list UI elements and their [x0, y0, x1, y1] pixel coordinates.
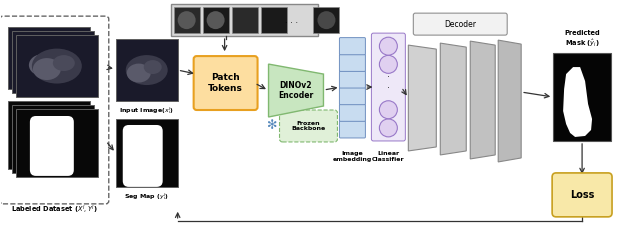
Text: DINOv2
Encoder: DINOv2 Encoder	[278, 81, 314, 100]
FancyBboxPatch shape	[22, 108, 66, 168]
Ellipse shape	[178, 11, 196, 29]
Ellipse shape	[24, 41, 74, 76]
Bar	[8, 101, 90, 169]
Text: . . .: . . .	[285, 16, 298, 25]
Bar	[260, 7, 287, 33]
Text: Frozen
Backbone: Frozen Backbone	[291, 121, 326, 131]
FancyBboxPatch shape	[30, 116, 74, 176]
Bar	[171, 4, 319, 36]
Ellipse shape	[49, 51, 71, 67]
Ellipse shape	[45, 47, 67, 63]
Text: Decoder: Decoder	[444, 20, 476, 29]
Ellipse shape	[207, 11, 225, 29]
Circle shape	[380, 119, 397, 137]
Text: Predicted
Mask ($\hat{y}_i$): Predicted Mask ($\hat{y}_i$)	[564, 30, 600, 49]
Polygon shape	[498, 40, 521, 162]
Ellipse shape	[33, 58, 61, 80]
FancyBboxPatch shape	[339, 38, 365, 55]
Text: Patch
Tokens: Patch Tokens	[208, 73, 243, 93]
Ellipse shape	[29, 54, 57, 76]
Bar	[116, 39, 178, 101]
FancyBboxPatch shape	[552, 173, 612, 217]
Bar	[203, 7, 228, 33]
FancyBboxPatch shape	[339, 121, 365, 138]
FancyBboxPatch shape	[0, 16, 109, 204]
FancyBboxPatch shape	[413, 13, 507, 35]
FancyBboxPatch shape	[339, 104, 365, 121]
Bar	[314, 7, 339, 33]
Ellipse shape	[28, 45, 78, 79]
Bar	[16, 109, 98, 177]
Text: Input Image($x_i^l$): Input Image($x_i^l$)	[119, 105, 174, 116]
Bar	[12, 105, 94, 173]
FancyBboxPatch shape	[280, 110, 337, 142]
Ellipse shape	[53, 55, 75, 71]
FancyBboxPatch shape	[194, 56, 257, 110]
Circle shape	[380, 55, 397, 73]
Text: Image
embedding: Image embedding	[333, 151, 372, 162]
Polygon shape	[440, 43, 467, 155]
Bar	[232, 7, 257, 33]
Ellipse shape	[25, 50, 53, 72]
FancyBboxPatch shape	[339, 71, 365, 88]
Polygon shape	[269, 64, 323, 117]
Text: ✻: ✻	[266, 120, 276, 133]
FancyBboxPatch shape	[26, 112, 70, 172]
FancyBboxPatch shape	[123, 125, 163, 187]
Ellipse shape	[127, 64, 150, 82]
Bar	[8, 27, 90, 89]
Text: Linear
Classifier: Linear Classifier	[372, 151, 404, 162]
Bar	[16, 35, 98, 97]
Bar	[12, 31, 94, 93]
Text: Seg Map ($y_i^l$): Seg Map ($y_i^l$)	[124, 191, 169, 202]
Circle shape	[380, 101, 397, 119]
Polygon shape	[408, 45, 436, 151]
Ellipse shape	[32, 49, 82, 84]
Bar	[116, 119, 178, 187]
Circle shape	[380, 37, 397, 55]
Polygon shape	[470, 41, 495, 159]
Ellipse shape	[125, 55, 168, 85]
Text: Loss: Loss	[570, 190, 595, 200]
Bar	[553, 53, 611, 141]
FancyBboxPatch shape	[339, 87, 365, 105]
Text: Labeled Dataset ($X^l, Y^l$): Labeled Dataset ($X^l, Y^l$)	[10, 204, 97, 216]
Polygon shape	[563, 67, 592, 137]
Bar	[173, 7, 200, 33]
FancyBboxPatch shape	[339, 54, 365, 71]
Text: ·
·: · ·	[387, 72, 390, 93]
FancyBboxPatch shape	[371, 33, 405, 141]
Ellipse shape	[317, 11, 335, 29]
Ellipse shape	[144, 60, 162, 74]
